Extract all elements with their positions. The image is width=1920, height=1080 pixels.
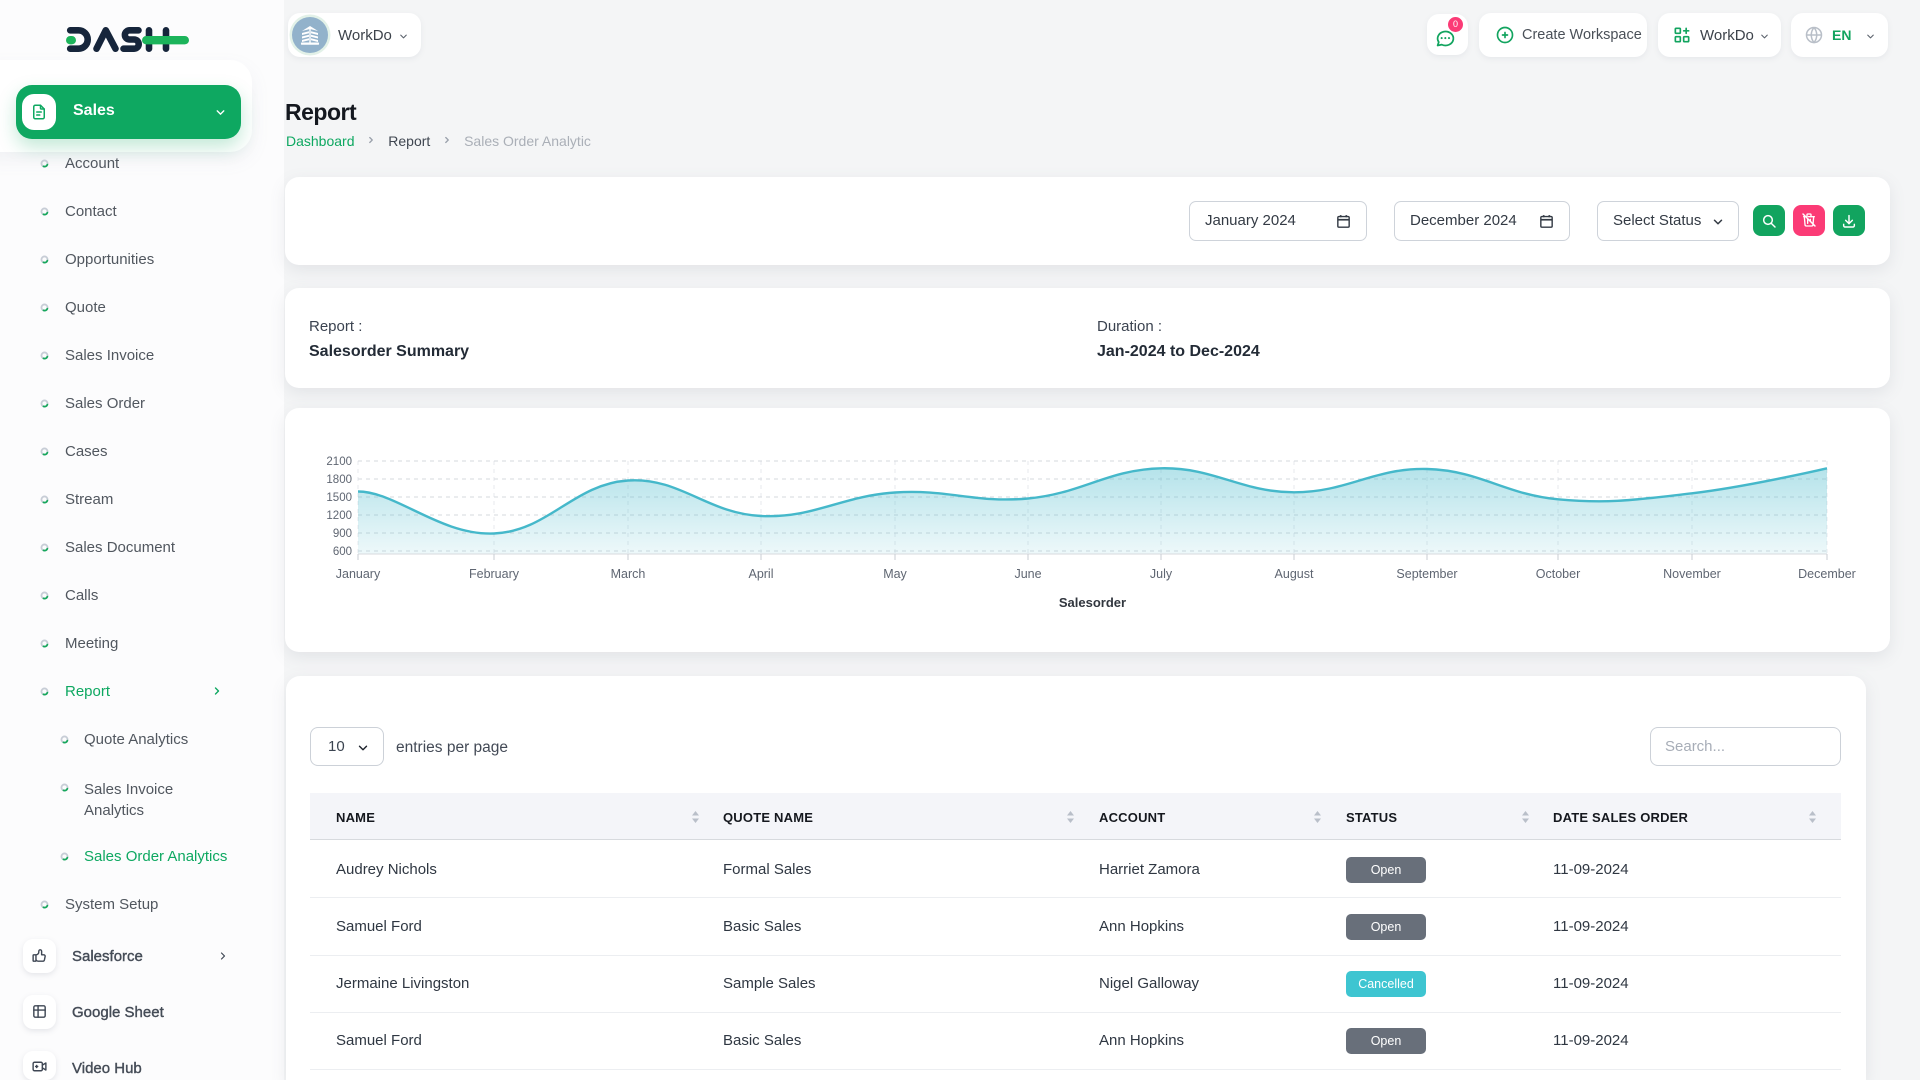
svg-text:1500: 1500 [326, 492, 352, 504]
svg-text:February: February [469, 567, 520, 581]
svg-text:September: September [1396, 567, 1457, 581]
svg-text:900: 900 [333, 528, 352, 540]
svg-text:July: July [1150, 567, 1173, 581]
svg-text:August: August [1275, 567, 1314, 581]
svg-text:April: April [748, 567, 773, 581]
svg-text:December: December [1798, 567, 1856, 581]
svg-text:June: June [1014, 567, 1041, 581]
svg-text:January: January [336, 567, 381, 581]
svg-text:May: May [883, 567, 907, 581]
svg-text:March: March [611, 567, 646, 581]
svg-text:600: 600 [333, 546, 352, 558]
svg-text:November: November [1663, 567, 1721, 581]
svg-text:1200: 1200 [326, 510, 352, 522]
svg-text:Salesorder: Salesorder [1059, 595, 1126, 610]
svg-text:October: October [1536, 567, 1580, 581]
svg-text:1800: 1800 [326, 474, 352, 486]
svg-text:2100: 2100 [326, 456, 352, 468]
